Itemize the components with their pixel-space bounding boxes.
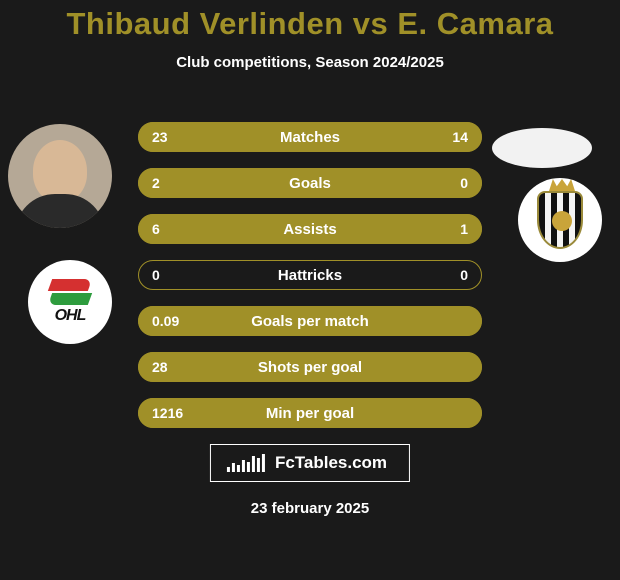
stat-bar: 2314Matches <box>138 122 482 152</box>
charleroi-crest-crown <box>549 179 575 191</box>
brand-box[interactable]: FcTables.com <box>210 444 410 482</box>
subtitle: Club competitions, Season 2024/2025 <box>0 54 620 71</box>
stat-bar: 0.09Goals per match <box>138 306 482 336</box>
stat-bar: 61Assists <box>138 214 482 244</box>
stat-label: Goals <box>138 168 482 198</box>
right-club-crest <box>518 178 602 262</box>
stat-bar: 00Hattricks <box>138 260 482 290</box>
stat-label: Min per goal <box>138 398 482 428</box>
stat-bars: 2314Matches 20Goals 61Assists 00Hattricks 0.… <box>138 122 482 444</box>
ohl-stripe-green <box>48 293 92 305</box>
stat-label: Shots per goal <box>138 352 482 382</box>
brand-text: FcTables.com <box>275 453 387 473</box>
left-player-photo <box>8 124 112 228</box>
stat-label: Assists <box>138 214 482 244</box>
stat-label: Hattricks <box>138 260 482 290</box>
ohl-stripe-red <box>48 279 92 291</box>
stat-bar: 28Shots per goal <box>138 352 482 382</box>
comparison-card: Thibaud Verlinden vs E. Camara Club comp… <box>0 0 620 580</box>
charleroi-crest-body <box>537 191 583 249</box>
avatar-body <box>15 194 105 228</box>
right-player-photo-placeholder <box>492 128 592 168</box>
stat-bar: 1216Min per goal <box>138 398 482 428</box>
stat-label: Goals per match <box>138 306 482 336</box>
stat-label: Matches <box>138 122 482 152</box>
brand-chart-icon <box>227 454 265 472</box>
page-title: Thibaud Verlinden vs E. Camara <box>0 6 620 42</box>
date-text: 23 february 2025 <box>0 500 620 517</box>
avatar-head <box>33 140 87 202</box>
charleroi-crest-badge <box>552 211 572 231</box>
stat-bar: 20Goals <box>138 168 482 198</box>
left-club-crest: OHL <box>28 260 112 344</box>
ohl-label: OHL <box>55 307 86 325</box>
